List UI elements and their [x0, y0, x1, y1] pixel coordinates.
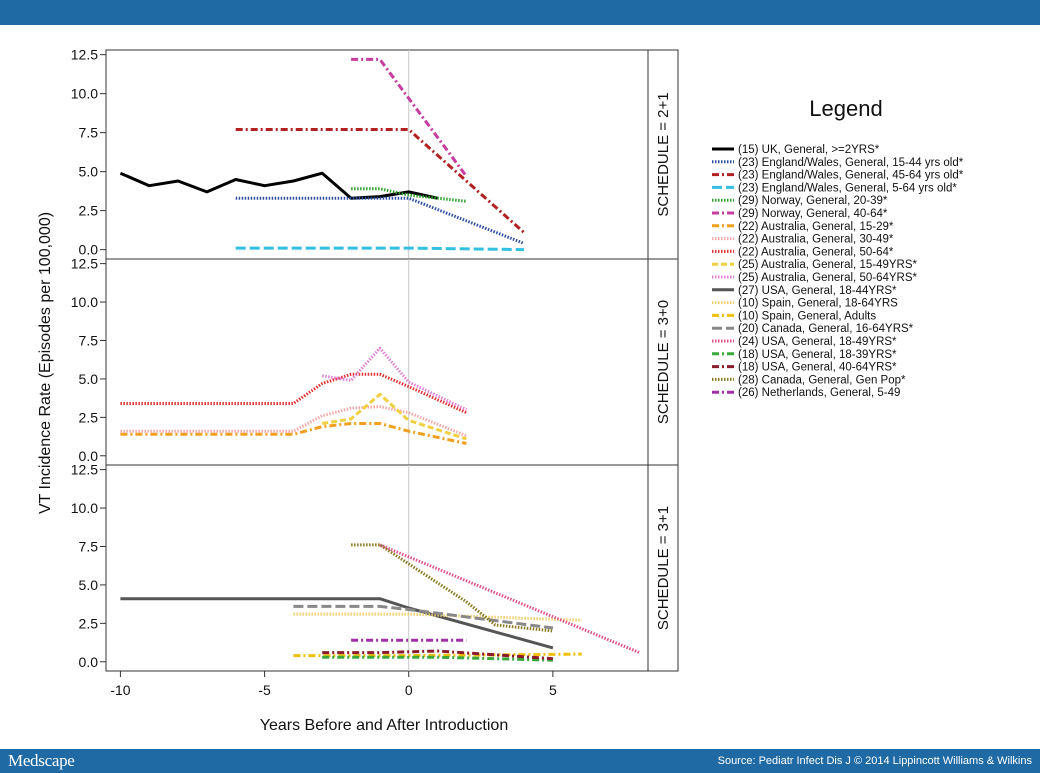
y-tick-label: 5.0: [79, 371, 99, 387]
y-tick-label: 5.0: [79, 577, 99, 593]
y-tick-label: 0.0: [79, 448, 99, 464]
legend-entry: (22) Australia, General, 30-49*: [738, 234, 894, 246]
legend-entry: (27) USA, General, 18-44YRS*: [738, 285, 897, 297]
legend-entry: (25) Australia, General, 50-64YRS*: [738, 272, 918, 284]
chart-axes: SCHEDULE = 2+1 0.0 2.5 5.0 7.5 10.0 12.5 SCHEDU…: [71, 47, 679, 698]
series-line-19: [351, 543, 554, 633]
legend-entry: (24) USA, General, 18-49YRS*: [738, 336, 897, 348]
y-tick-label: 12.5: [71, 256, 98, 272]
series-line-14: [293, 652, 582, 658]
series-line-12: [120, 597, 554, 650]
panel-frame: [105, 49, 649, 260]
series-line-4: [235, 246, 525, 252]
series-line-5: [351, 187, 467, 203]
series-line-2: [235, 196, 525, 245]
series-line-10: [321, 392, 467, 441]
legend-entry: (29) Norway, General, 40-64*: [738, 208, 888, 220]
series-line-3: [235, 128, 525, 234]
legend-entry: (25) Australia, General, 15-49YRS*: [738, 259, 918, 271]
y-tick-label: 2.5: [79, 409, 99, 425]
y-tick-label: 5.0: [79, 164, 99, 180]
y-tick-label: 10.0: [71, 86, 98, 102]
y-tick-label: 12.5: [71, 462, 98, 478]
panel-strip: [647, 258, 679, 466]
series-line-16: [379, 543, 640, 654]
series-line-9: [120, 372, 468, 415]
y-tick-label: 10.0: [71, 500, 98, 516]
y-tick-label: 2.5: [79, 203, 99, 219]
legend-entry: (10) Spain, General, 18-64YRS: [738, 298, 898, 310]
panel-strip: [647, 464, 679, 672]
footer-bar: Medscape Source: Pediatr Infect Dis J © …: [0, 749, 1040, 773]
x-tick-label: 5: [549, 682, 557, 698]
legend-entry: (22) Australia, General, 50-64*: [738, 246, 894, 258]
legend-entry: (23) England/Wales, General, 5-64 yrs ol…: [738, 182, 957, 194]
y-tick-label: 12.5: [71, 47, 98, 63]
legend-entry: (20) Canada, General, 16-64YRS*: [738, 323, 914, 335]
x-axis-title: Years Before and After Introduction: [260, 717, 508, 734]
x-tick-label: 0: [405, 682, 413, 698]
panel-label: SCHEDULE = 3+1: [655, 506, 672, 630]
legend-entry: (18) USA, General, 40-64YRS*: [738, 362, 897, 374]
legend-entry: (28) Canada, General, Gen Pop*: [738, 374, 906, 386]
y-tick-label: 7.5: [79, 125, 99, 141]
y-tick-label: 7.5: [79, 538, 99, 554]
legend-entry: (29) Norway, General, 20-39*: [738, 195, 888, 207]
series-line-18: [322, 649, 553, 661]
y-axis-title: VT Incidence Rate (Episodes per 100,000): [37, 212, 54, 514]
y-tick-label: 10.0: [71, 294, 98, 310]
x-tick-label: -10: [110, 682, 130, 698]
legend-title: Legend: [809, 96, 882, 121]
chart-series: [119, 57, 640, 662]
legend: (15) UK, General, >=2YRS*(23) England/Wa…: [712, 144, 964, 399]
legend-entry: (22) Australia, General, 15-29*: [738, 221, 894, 233]
series-line-15: [293, 604, 554, 630]
series-line-7: [120, 422, 467, 445]
series-line-1: [119, 171, 438, 200]
series-line-11: [321, 346, 468, 412]
legend-entry: (26) Netherlands, General, 5-49: [738, 387, 900, 399]
panel-label: SCHEDULE = 3+0: [655, 300, 672, 424]
y-tick-label: 0.0: [79, 242, 99, 258]
legend-entry: (10) Spain, General, Adults: [738, 310, 876, 322]
panel-strip: [647, 49, 679, 260]
series-line-13: [293, 612, 582, 622]
legend-entry: (15) UK, General, >=2YRS*: [738, 144, 880, 156]
legend-entry: (23) England/Wales, General, 45-64 yrs o…: [738, 170, 964, 182]
y-tick-label: 0.0: [79, 654, 99, 670]
panel-label: SCHEDULE = 2+1: [655, 92, 672, 216]
legend-entry: (23) England/Wales, General, 15-44 yrs o…: [738, 157, 964, 169]
legend-entry: (18) USA, General, 18-39YRS*: [738, 349, 897, 361]
y-tick-label: 7.5: [79, 332, 99, 348]
brand-logo: Medscape: [8, 751, 75, 770]
x-tick-label: -5: [258, 682, 271, 698]
series-line-17: [322, 655, 553, 662]
incidence-chart: SCHEDULE = 2+1 0.0 2.5 5.0 7.5 10.0 12.5 SCHEDU…: [37, 47, 964, 734]
series-line-6: [351, 57, 468, 178]
source-credit: Source: Pediatr Infect Dis J © 2014 Lipp…: [717, 755, 1032, 767]
top-banner: [0, 0, 1040, 25]
y-tick-label: 2.5: [79, 615, 99, 631]
